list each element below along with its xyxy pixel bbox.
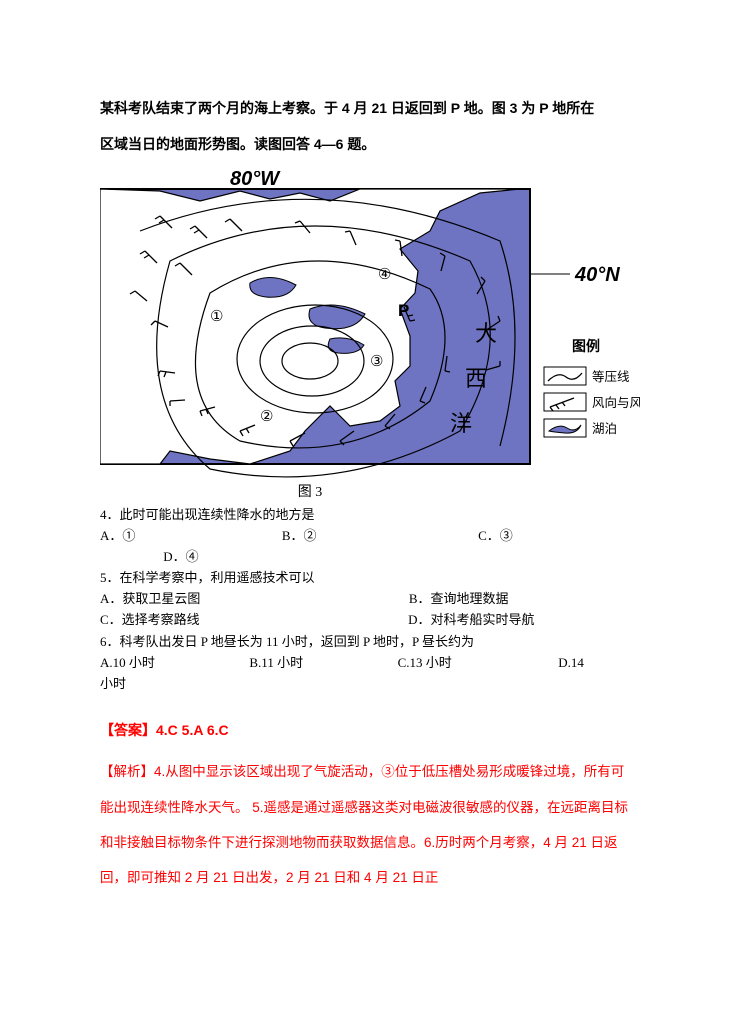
legend-wind-label: 风向与风速 bbox=[592, 395, 640, 410]
intro-line: 某科考队结束了两个月的海上考察。于 4 月 21 日返回到 P 地。图 3 为 … bbox=[100, 90, 637, 126]
circle-4: ④ bbox=[378, 266, 391, 283]
q5-opt-d: D．对科考船实时导航 bbox=[408, 612, 534, 627]
q5-opt-a: A．获取卫星云图 bbox=[100, 591, 200, 606]
q4-options-row2: D．④ bbox=[100, 547, 637, 567]
circle-1: ① bbox=[210, 308, 223, 325]
questions-block: 4．此时可能出现连续性降水的地方是 A．① B．② C．③ D．④ 5．在科学考… bbox=[100, 505, 637, 694]
q4-options-row1: A．① B．② C．③ bbox=[100, 526, 637, 546]
explanation-text: 【解析】4.从图中显示该区域出现了气旋活动，③位于低压槽处易形成暖锋过境，所有可… bbox=[100, 754, 637, 894]
ocean-char: 洋 bbox=[450, 411, 472, 436]
q6-opt-b: B.11 小时 bbox=[249, 655, 303, 670]
q6-tail: 小时 bbox=[100, 674, 637, 694]
q6-options-row: A.10 小时 B.11 小时 C.13 小时 D.14 bbox=[100, 653, 637, 673]
q4-opt-a: A．① bbox=[100, 528, 135, 543]
map-figure: 80°W 40°N P ① ② ③ ④ 大 西 洋 图例 等压线 风 bbox=[100, 171, 637, 501]
q4-stem: 4．此时可能出现连续性降水的地方是 bbox=[100, 505, 637, 525]
q6-opt-a: A.10 小时 bbox=[100, 655, 155, 670]
q4-opt-b: B．② bbox=[282, 528, 317, 543]
q4-opt-d: D．④ bbox=[163, 549, 198, 564]
q6-opt-d: D.14 bbox=[558, 655, 584, 670]
latitude-label: 40°N bbox=[574, 264, 620, 286]
ocean-char: 大 bbox=[475, 321, 497, 346]
intro-line: 区域当日的地面形势图。读图回答 4—6 题。 bbox=[100, 126, 637, 162]
q5-opt-b: B．查询地理数据 bbox=[409, 591, 509, 606]
ocean-char: 西 bbox=[465, 366, 487, 391]
q5-options-row1: A．获取卫星云图 B．查询地理数据 bbox=[100, 589, 637, 609]
q5-options-row2: C．选择考察路线 D．对科考船实时导航 bbox=[100, 610, 637, 630]
legend-lake-label: 湖泊 bbox=[592, 421, 617, 436]
circle-2: ② bbox=[260, 408, 273, 425]
legend-isobar-label: 等压线 bbox=[592, 369, 630, 384]
intro-text: 某科考队结束了两个月的海上考察。于 4 月 21 日返回到 P 地。图 3 为 … bbox=[100, 90, 637, 163]
q6-stem: 6．科考队出发日 P 地昼长为 11 小时，返回到 P 地时，P 昼长约为 bbox=[100, 632, 637, 652]
legend-title: 图例 bbox=[572, 338, 600, 354]
q5-stem: 5．在科学考察中，利用遥感技术可以 bbox=[100, 568, 637, 588]
circle-3: ③ bbox=[370, 353, 383, 370]
q4-opt-c: C．③ bbox=[478, 528, 513, 543]
q5-opt-c: C．选择考察路线 bbox=[100, 612, 200, 627]
longitude-label: 80°W bbox=[230, 171, 281, 190]
document-page: 某科考队结束了两个月的海上考察。于 4 月 21 日返回到 P 地。图 3 为 … bbox=[0, 0, 737, 935]
p-marker: P bbox=[398, 301, 409, 320]
figure-caption: 图 3 bbox=[100, 481, 520, 501]
q6-opt-c: C.13 小时 bbox=[398, 655, 452, 670]
answers-line: 【答案】4.C 5.A 6.C bbox=[100, 712, 637, 748]
